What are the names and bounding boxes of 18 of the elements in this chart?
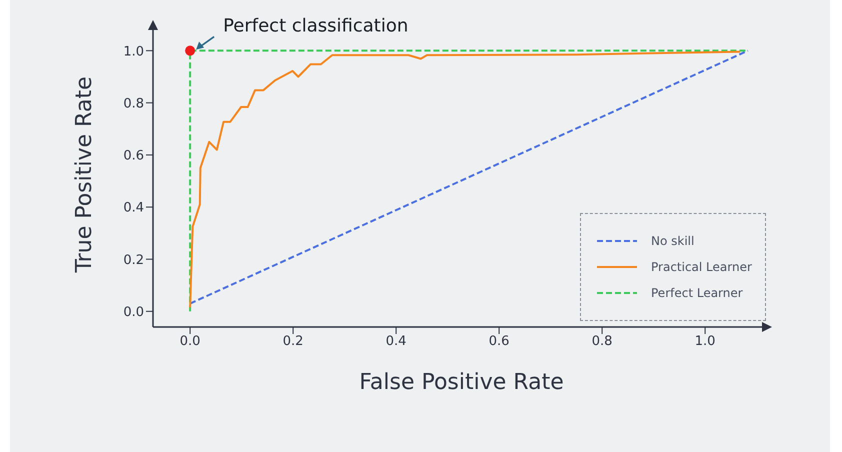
y-tick-label: 0.0 bbox=[123, 304, 144, 320]
y-tick-label: 0.2 bbox=[123, 252, 144, 268]
x-tick-label: 0.0 bbox=[180, 334, 200, 350]
x-tick-label: 0.8 bbox=[592, 334, 612, 350]
legend-label: Practical Learner bbox=[651, 260, 752, 274]
annotation: Perfect classification bbox=[223, 16, 408, 37]
legend-label: No skill bbox=[651, 234, 694, 248]
y-tick-label: 0.8 bbox=[123, 96, 144, 112]
x-axis-title: False Positive Rate bbox=[359, 370, 564, 395]
x-tick-label: 0.2 bbox=[282, 334, 304, 350]
y-axis-title: True Positive Rate bbox=[72, 76, 97, 274]
y-tick-label: 0.4 bbox=[123, 200, 144, 216]
x-tick-label: 0.4 bbox=[386, 334, 406, 350]
y-tick-label: 0.6 bbox=[123, 148, 144, 164]
x-tick-label: 1.0 bbox=[694, 334, 716, 350]
x-tick-label: 0.6 bbox=[488, 334, 510, 350]
y-tick-label: 1.0 bbox=[123, 44, 144, 60]
legend-label: Perfect Learner bbox=[651, 286, 743, 300]
